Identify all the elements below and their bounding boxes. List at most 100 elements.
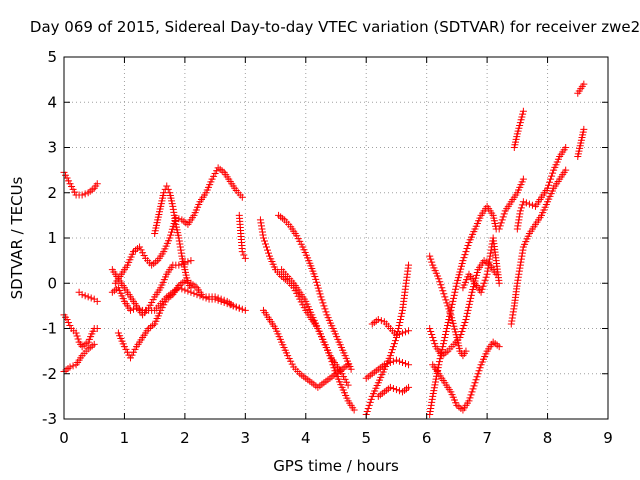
data-point xyxy=(166,234,174,242)
data-point xyxy=(485,258,493,266)
data-point xyxy=(519,175,527,183)
data-point xyxy=(461,251,469,259)
data-point xyxy=(396,318,404,326)
data-point xyxy=(443,321,451,329)
data-point xyxy=(518,249,526,257)
data-point xyxy=(395,321,403,329)
series-pass-ac xyxy=(495,175,527,233)
data-point xyxy=(497,219,505,227)
data-point xyxy=(365,401,373,409)
data-point xyxy=(265,249,273,257)
data-point xyxy=(258,228,266,236)
data-point xyxy=(509,311,517,319)
data-point xyxy=(235,304,243,312)
data-point xyxy=(432,375,440,383)
data-point xyxy=(495,225,503,233)
series-pass-q xyxy=(368,315,413,339)
data-point xyxy=(486,252,494,260)
data-point xyxy=(167,231,175,239)
data-point xyxy=(481,276,489,284)
data-point xyxy=(190,289,198,297)
data-point xyxy=(519,198,527,206)
data-point xyxy=(450,294,458,302)
series-pass-i xyxy=(151,182,195,292)
y-tick-label: 4 xyxy=(47,93,57,111)
data-point xyxy=(405,361,413,369)
data-point xyxy=(176,240,184,248)
data-point xyxy=(316,290,324,298)
data-point xyxy=(63,315,71,323)
data-point xyxy=(458,328,466,336)
data-point xyxy=(499,213,507,221)
data-point xyxy=(405,261,413,269)
data-point xyxy=(463,309,471,317)
data-point xyxy=(168,228,176,236)
data-point xyxy=(367,395,375,403)
data-point xyxy=(460,254,468,262)
data-point xyxy=(516,261,524,269)
data-point xyxy=(383,360,391,368)
data-point xyxy=(443,299,451,307)
data-point xyxy=(452,282,460,290)
data-point xyxy=(364,404,372,412)
data-point xyxy=(516,207,524,215)
data-point xyxy=(390,340,398,348)
data-point xyxy=(428,398,436,406)
data-point xyxy=(519,246,527,254)
data-point xyxy=(450,291,458,299)
data-point xyxy=(93,297,101,305)
data-point xyxy=(427,401,435,409)
data-point xyxy=(477,288,485,296)
data-point xyxy=(435,358,443,366)
data-point xyxy=(171,217,179,225)
data-point xyxy=(495,279,503,287)
data-point xyxy=(436,355,444,363)
data-point xyxy=(214,294,222,302)
data-point xyxy=(479,282,487,290)
series-pass-c xyxy=(60,340,98,375)
series-pass-w xyxy=(459,234,503,296)
data-point xyxy=(398,309,406,317)
series-pass-r xyxy=(374,383,413,400)
y-tick-label: -1 xyxy=(42,320,57,338)
data-point xyxy=(509,308,517,316)
data-point xyxy=(130,305,138,313)
data-point xyxy=(508,317,516,325)
data-point xyxy=(430,337,438,345)
y-tick-label: -3 xyxy=(42,410,57,428)
data-point xyxy=(238,193,246,201)
data-point xyxy=(261,240,269,248)
data-point xyxy=(518,252,526,260)
series-pass-a xyxy=(60,168,101,199)
data-point xyxy=(392,356,400,364)
data-point xyxy=(397,312,405,320)
data-point xyxy=(496,222,504,230)
data-point xyxy=(439,343,447,351)
data-point xyxy=(515,270,523,278)
data-point xyxy=(320,302,328,310)
data-point xyxy=(451,288,459,296)
data-point xyxy=(386,383,394,391)
data-point xyxy=(437,281,445,289)
data-point xyxy=(431,340,439,348)
data-point xyxy=(388,346,396,354)
data-point xyxy=(484,264,492,272)
data-point xyxy=(546,178,554,186)
data-point xyxy=(464,306,472,314)
data-point xyxy=(473,373,481,381)
data-point xyxy=(478,285,486,293)
data-point xyxy=(431,378,439,386)
data-point xyxy=(72,329,80,337)
chart-title: Day 069 of 2015, Sidereal Day-to-day VTE… xyxy=(30,18,640,36)
data-point xyxy=(508,314,516,322)
data-point xyxy=(443,325,451,332)
data-point xyxy=(441,331,449,339)
data-point xyxy=(374,315,382,323)
data-point xyxy=(498,216,506,224)
data-point xyxy=(168,225,176,233)
data-point xyxy=(402,328,410,336)
data-point xyxy=(347,365,355,373)
data-point xyxy=(187,284,195,292)
data-point xyxy=(176,243,184,251)
data-point xyxy=(402,360,410,368)
